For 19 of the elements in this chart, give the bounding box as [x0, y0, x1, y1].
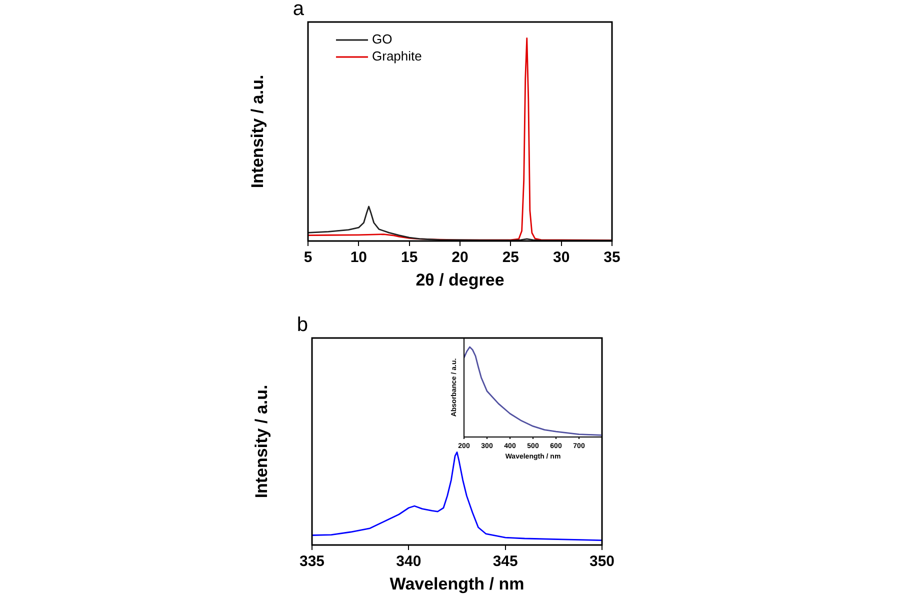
x-tick-label: 10 [350, 249, 368, 266]
x-tick-label: 15 [400, 249, 418, 266]
chart-title: a [292, 0, 304, 20]
x-tick-label: 335 [299, 553, 325, 570]
x-tick-label: 340 [396, 553, 422, 570]
x-tick-label: 25 [502, 249, 520, 266]
x-tick-label: 345 [492, 553, 518, 570]
x-tick-label: 35 [604, 249, 620, 266]
x-axis-title: Wavelength / nm [390, 574, 524, 594]
legend-label: Graphite [372, 48, 422, 64]
y-axis-title: Intensity / a.u. [252, 384, 271, 498]
text: b [296, 314, 308, 336]
legend-label: GO [372, 32, 392, 47]
x-tick-label: 5 [304, 249, 312, 266]
x-tick-label: 350 [589, 553, 615, 570]
x-tick-label: 30 [552, 249, 570, 266]
y-axis-title: Intensity / a.u. [248, 74, 267, 188]
x-axis-title: 2θ / degree [416, 270, 504, 290]
x-tick-label: 20 [452, 249, 468, 266]
